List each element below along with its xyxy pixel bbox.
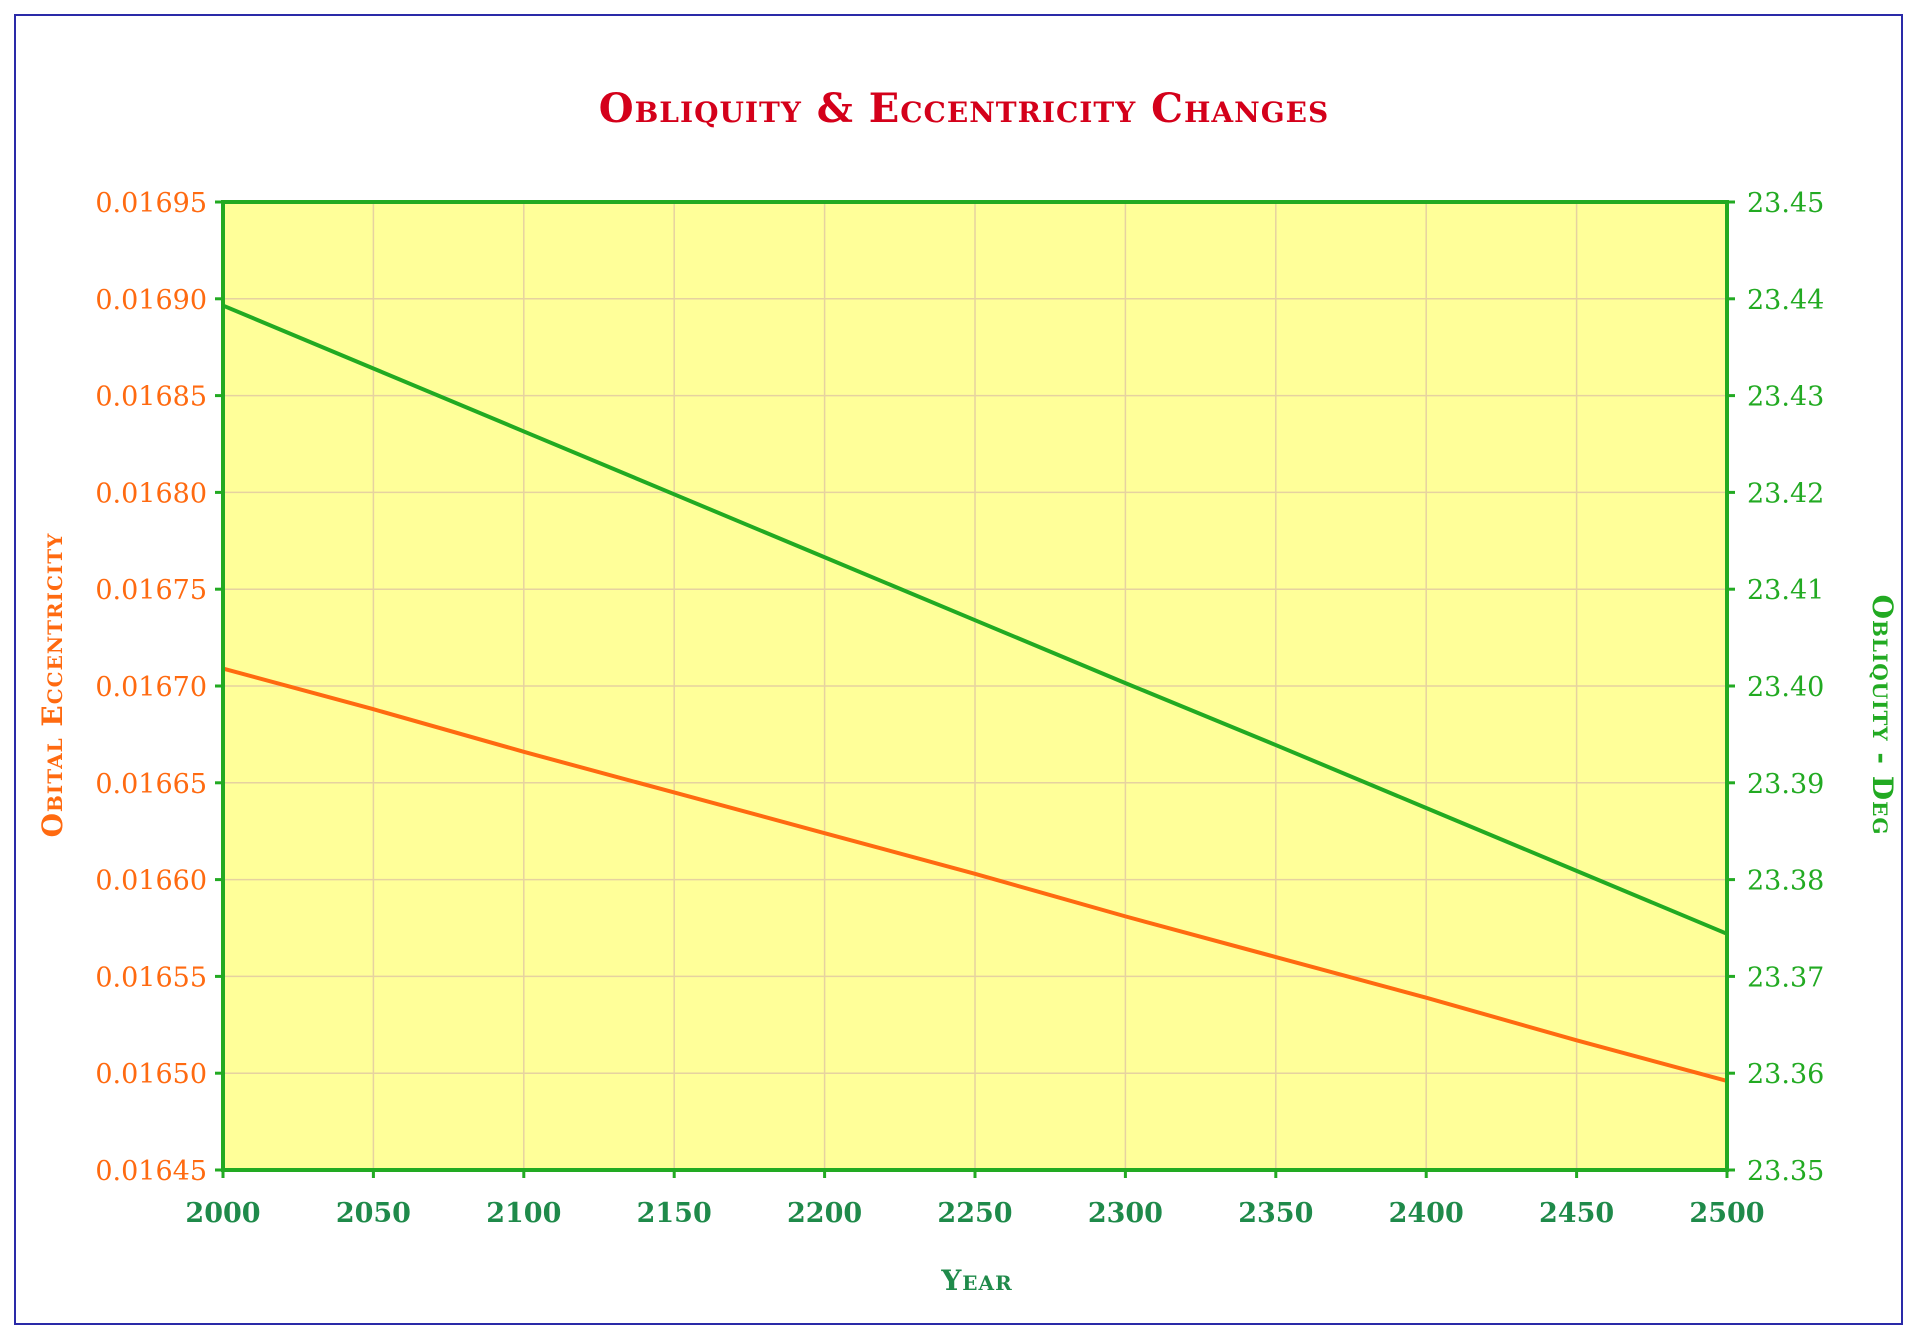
left-tick-label: 0.01650 xyxy=(95,1059,207,1090)
x-tick-label: 2100 xyxy=(486,1198,561,1229)
right-tick-label: 23.35 xyxy=(1747,1156,1824,1187)
right-tick-label: 23.39 xyxy=(1747,769,1824,800)
right-tick-label: 23.38 xyxy=(1747,866,1824,897)
left-axis-ticks: 0.01645 0.01650 0.01655 0.01660 0.01665 0.016… xyxy=(95,188,223,1187)
right-axis-ticks: 23.35 23.36 23.37 23.38 23.39 23.40 23.41 23.42… xyxy=(1727,188,1824,1187)
x-tick-label: 2200 xyxy=(787,1198,862,1229)
right-tick-label: 23.42 xyxy=(1747,478,1824,509)
x-tick-label: 2150 xyxy=(637,1198,712,1229)
grid xyxy=(223,202,1727,1170)
x-tick-label: 2350 xyxy=(1238,1198,1313,1229)
x-tick-label: 2400 xyxy=(1389,1198,1464,1229)
left-tick-label: 0.01670 xyxy=(95,672,207,703)
left-tick-label: 0.01685 xyxy=(95,382,207,413)
eccentricity-series-line xyxy=(222,666,1728,1083)
left-axis-title: Obital Eccentricity xyxy=(36,533,69,838)
right-tick-label: 23.36 xyxy=(1747,1059,1824,1090)
left-tick-label: 0.01660 xyxy=(95,866,207,897)
right-tick-label: 23.43 xyxy=(1747,382,1824,413)
left-tick-label: 0.01695 xyxy=(95,188,207,219)
left-tick-label: 0.01665 xyxy=(95,769,207,800)
x-tick-label: 2000 xyxy=(185,1198,260,1229)
left-tick-label: 0.01645 xyxy=(95,1156,207,1187)
series-layer xyxy=(222,303,1728,1083)
left-tick-label: 0.01690 xyxy=(95,285,207,316)
x-axis-title: Year xyxy=(940,1264,1012,1297)
left-tick-label: 0.01680 xyxy=(95,478,207,509)
right-tick-label: 23.41 xyxy=(1747,575,1824,606)
right-tick-label: 23.45 xyxy=(1747,188,1824,219)
x-tick-label: 2300 xyxy=(1088,1198,1163,1229)
right-axis-title: Obliquity - Deg xyxy=(1866,595,1899,836)
left-tick-label: 0.01675 xyxy=(95,575,207,606)
right-tick-label: 23.40 xyxy=(1747,672,1824,703)
chart-title: Obliquity & Eccentricity Changes xyxy=(599,85,1329,132)
right-tick-label: 23.44 xyxy=(1747,285,1824,316)
x-axis-ticks: 2000 2050 2100 2150 2200 2250 2300 2350 2400 2450… xyxy=(185,1170,1765,1229)
x-tick-label: 2500 xyxy=(1689,1198,1764,1229)
x-tick-label: 2250 xyxy=(937,1198,1012,1229)
left-tick-label: 0.01655 xyxy=(95,962,207,993)
right-tick-label: 23.37 xyxy=(1747,962,1824,993)
obliquity-series-line xyxy=(222,303,1728,936)
x-tick-label: 2450 xyxy=(1539,1198,1614,1229)
x-tick-label: 2050 xyxy=(336,1198,411,1229)
